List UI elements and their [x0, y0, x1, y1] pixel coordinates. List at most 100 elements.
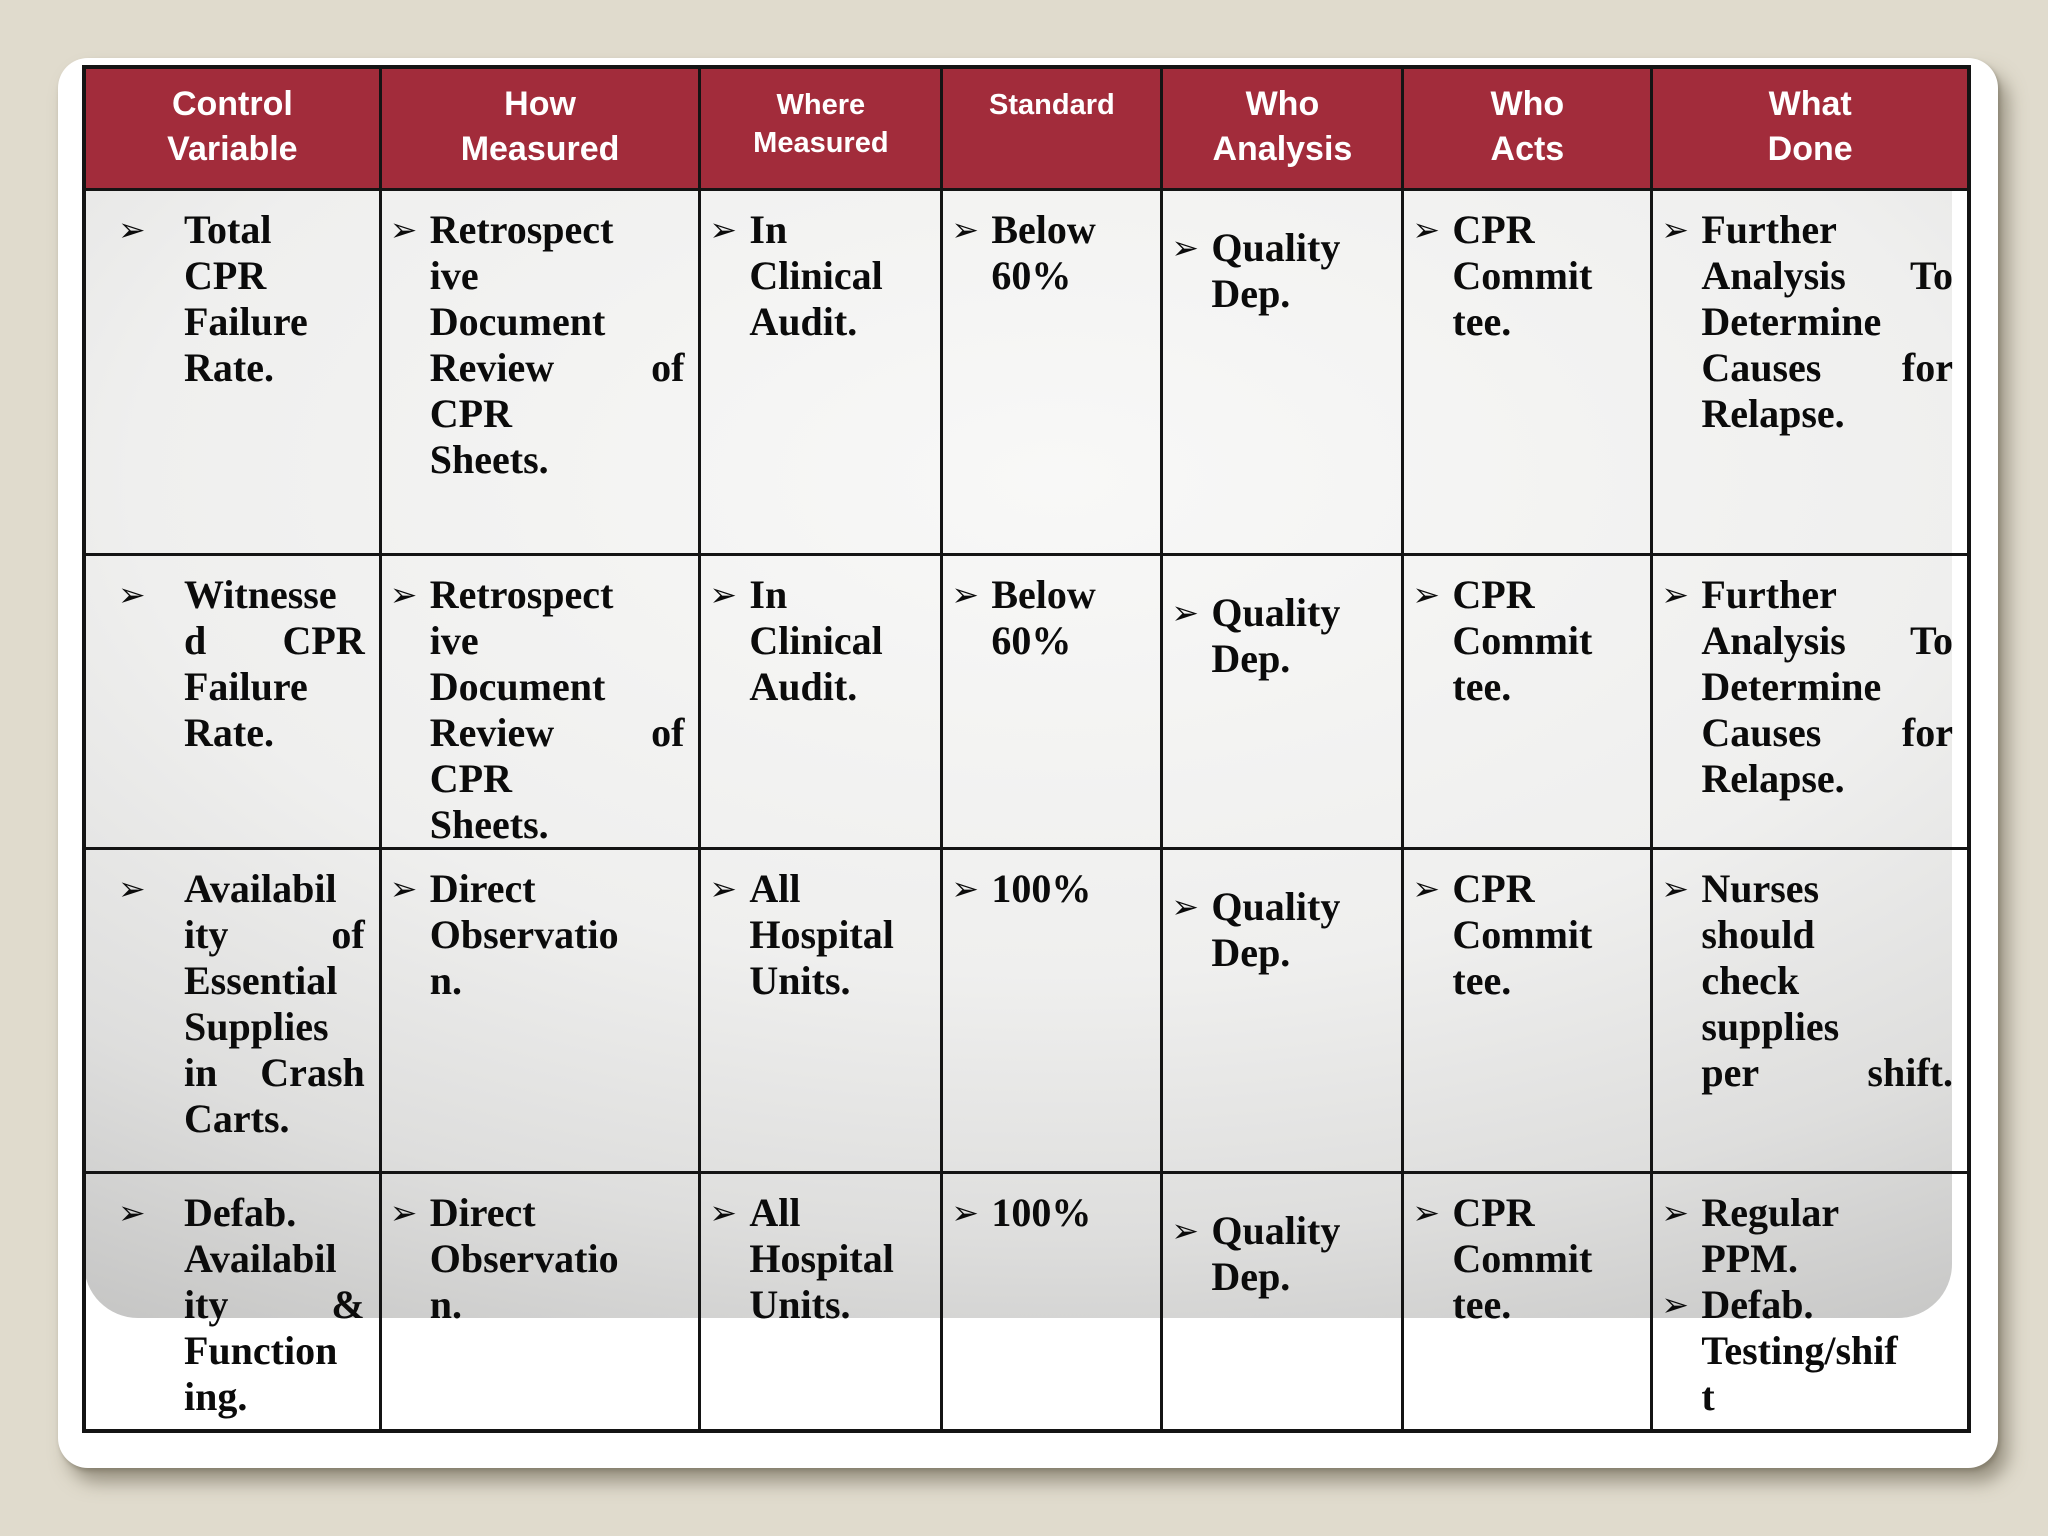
cell-text: Retrospect ive Document Review of CPR Sh…	[429, 572, 685, 847]
bullet-item: ➢ Regular PPM.	[1661, 1190, 1957, 1282]
cell-row1-what-done: ➢ Further Analysis To Determine Causes fo…	[1650, 188, 1967, 553]
bullet-item: ➢ CPR Commit tee.	[1412, 866, 1640, 1004]
cell-row3-where-measured: ➢ All Hospital Units.	[698, 847, 941, 1171]
cell-text: Total CPR Failure Rate.	[184, 207, 308, 390]
bullet-item: ➢ Further Analysis To Determine Causes fo…	[1661, 572, 1957, 802]
cell-row2-what-done: ➢ Further Analysis To Determine Causes fo…	[1650, 553, 1967, 847]
header-control-variable: Control Variable	[86, 69, 379, 188]
cell-row1-how-measured: ➢ Retrospect ive Document Review of CPR S…	[378, 188, 699, 553]
cell-row1-who-acts: ➢ CPR Commit tee.	[1401, 188, 1651, 553]
bullet-item: ➢ CPR Commit tee.	[1412, 1190, 1640, 1328]
arrow-bullet-icon: ➢	[1171, 228, 1200, 267]
arrow-bullet-icon: ➢	[1412, 869, 1441, 908]
arrow-bullet-icon: ➢	[1661, 869, 1689, 908]
cell-text: CPR Commit tee.	[1452, 1190, 1593, 1327]
cell-text: Below 60%	[991, 207, 1096, 298]
arrow-bullet-icon: ➢	[389, 869, 418, 908]
arrow-bullet-icon: ➢	[709, 575, 738, 614]
bullet-item: ➢ Witnesse d CPR Failure Rate.	[94, 572, 369, 756]
bullet-item: ➢ CPR Commit tee.	[1412, 207, 1640, 345]
arrow-bullet-icon: ➢	[1412, 1193, 1441, 1232]
cell-text: 100%	[991, 1190, 1092, 1235]
arrow-bullet-icon: ➢	[389, 1193, 418, 1232]
cell-row2-who-acts: ➢ CPR Commit tee.	[1401, 553, 1651, 847]
bullet-item: ➢ Below 60%	[951, 572, 1150, 664]
cell-text: Quality Dep.	[1211, 1208, 1341, 1299]
bullet-item: ➢ Retrospect ive Document Review of CPR S…	[390, 207, 689, 483]
header-where-measured: Where Measured	[698, 69, 941, 188]
arrow-bullet-icon: ➢	[1412, 210, 1441, 249]
cell-row4-how-measured: ➢ Direct Observatio n.	[378, 1171, 699, 1429]
arrow-bullet-icon: ➢	[951, 1193, 980, 1232]
cell-text: Direct Observatio n.	[429, 1190, 619, 1327]
arrow-bullet-icon: ➢	[709, 1193, 738, 1232]
cell-text: CPR Commit tee.	[1452, 207, 1593, 344]
arrow-bullet-icon: ➢	[1171, 887, 1200, 926]
arrow-bullet-icon: ➢	[951, 575, 980, 614]
arrow-bullet-icon: ➢	[389, 210, 418, 249]
arrow-bullet-icon: ➢	[118, 869, 146, 908]
bullet-item: ➢ Total CPR Failure Rate.	[94, 207, 369, 391]
cell-text: Quality Dep.	[1211, 590, 1341, 681]
bullet-item: ➢ Quality Dep.	[1171, 590, 1391, 682]
header-standard: Standard	[940, 69, 1161, 188]
header-who-analysis: Who Analysis	[1160, 69, 1402, 188]
cell-text: 100%	[991, 866, 1092, 911]
cell-text: Availabil ity of Essential Supplies in C…	[184, 866, 365, 1141]
cell-row1-who-analysis: ➢ Quality Dep.	[1160, 188, 1402, 553]
arrow-bullet-icon: ➢	[709, 210, 738, 249]
cell-text: Further Analysis To Determine Causes for…	[1701, 572, 1953, 801]
cell-row3-control-variable: ➢ Availabil ity of Essential Supplies in …	[86, 847, 379, 1171]
cell-row2-control-variable: ➢ Witnesse d CPR Failure Rate.	[86, 553, 379, 847]
cell-row3-what-done: ➢ Nurses should check supplies per shift.	[1650, 847, 1967, 1171]
arrow-bullet-icon: ➢	[389, 575, 418, 614]
arrow-bullet-icon: ➢	[951, 210, 980, 249]
cell-text: In Clinical Audit.	[749, 207, 883, 344]
header-who-acts: Who Acts	[1401, 69, 1651, 188]
cell-text: Quality Dep.	[1211, 884, 1341, 975]
bullet-item: ➢ Direct Observatio n.	[390, 1190, 689, 1328]
arrow-bullet-icon: ➢	[118, 575, 146, 614]
cell-row4-standard: ➢ 100%	[940, 1171, 1161, 1429]
cell-row3-how-measured: ➢ Direct Observatio n.	[378, 847, 699, 1171]
bullet-item: ➢ Direct Observatio n.	[390, 866, 689, 1004]
cell-row3-who-analysis: ➢ Quality Dep.	[1160, 847, 1402, 1171]
header-how-measured: How Measured	[378, 69, 699, 188]
bullet-item: ➢ 100%	[951, 1190, 1150, 1236]
cell-row2-where-measured: ➢ In Clinical Audit.	[698, 553, 941, 847]
cell-row2-how-measured: ➢ Retrospect ive Document Review of CPR S…	[378, 553, 699, 847]
cell-row4-where-measured: ➢ All Hospital Units.	[698, 1171, 941, 1429]
bullet-item: ➢ Below 60%	[951, 207, 1150, 299]
cell-text: Nurses should check supplies per shift.	[1701, 866, 1953, 1095]
bullet-item: ➢ In Clinical Audit.	[709, 572, 930, 710]
bullet-item: ➢ Further Analysis To Determine Causes fo…	[1661, 207, 1957, 437]
bullet-item: ➢ Defab. Testing/shif t	[1661, 1282, 1957, 1420]
cell-text: Regular PPM.	[1701, 1190, 1840, 1281]
cell-text: Further Analysis To Determine Causes for…	[1701, 207, 1953, 436]
cell-row3-standard: ➢ 100%	[940, 847, 1161, 1171]
header-what-done: What Done	[1650, 69, 1967, 188]
arrow-bullet-icon: ➢	[1661, 1193, 1689, 1232]
cell-row4-who-analysis: ➢ Quality Dep.	[1160, 1171, 1402, 1429]
cell-row4-what-done: ➢ Regular PPM. ➢ Defab. Testing/shif t	[1650, 1171, 1967, 1429]
bullet-item: ➢ 100%	[951, 866, 1150, 912]
bullet-item: ➢ Quality Dep.	[1171, 1208, 1391, 1300]
cell-row1-where-measured: ➢ In Clinical Audit.	[698, 188, 941, 553]
cell-row1-control-variable: ➢ Total CPR Failure Rate.	[86, 188, 379, 553]
cell-row1-standard: ➢ Below 60%	[940, 188, 1161, 553]
cell-row3-who-acts: ➢ CPR Commit tee.	[1401, 847, 1651, 1171]
cell-text: Defab. Availabil ity & Function ing.	[184, 1190, 365, 1419]
arrow-bullet-icon: ➢	[1412, 575, 1441, 614]
bullet-item: ➢ CPR Commit tee.	[1412, 572, 1640, 710]
bullet-item: ➢ Quality Dep.	[1171, 884, 1391, 976]
cell-text: Defab. Testing/shif t	[1701, 1282, 1898, 1419]
cell-text: Quality Dep.	[1211, 225, 1341, 316]
cell-row4-control-variable: ➢ Defab. Availabil ity & Function ing.	[86, 1171, 379, 1429]
cell-text: All Hospital Units.	[749, 1190, 894, 1327]
table-gradient-panel	[84, 184, 1952, 1318]
arrow-bullet-icon: ➢	[1171, 593, 1200, 632]
bullet-item: ➢ All Hospital Units.	[709, 1190, 930, 1328]
arrow-bullet-icon: ➢	[1661, 575, 1689, 614]
arrow-bullet-icon: ➢	[1661, 210, 1689, 249]
